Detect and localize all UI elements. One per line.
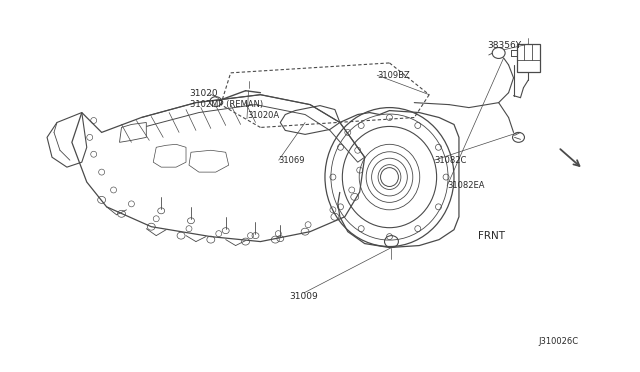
Text: 31020A: 31020A <box>247 111 279 121</box>
Text: 31009: 31009 <box>290 292 319 301</box>
Text: 3109BZ: 3109BZ <box>377 71 410 80</box>
Text: 38356Y: 38356Y <box>487 41 521 50</box>
Text: FRNT: FRNT <box>477 231 504 241</box>
Text: 31069: 31069 <box>278 155 305 165</box>
Text: 31082EA: 31082EA <box>447 182 484 190</box>
Text: J310026C: J310026C <box>538 337 579 346</box>
Text: 3102MP (REMAN): 3102MP (REMAN) <box>190 100 263 109</box>
Text: 31020: 31020 <box>190 89 218 98</box>
Text: 31082C: 31082C <box>435 155 467 165</box>
